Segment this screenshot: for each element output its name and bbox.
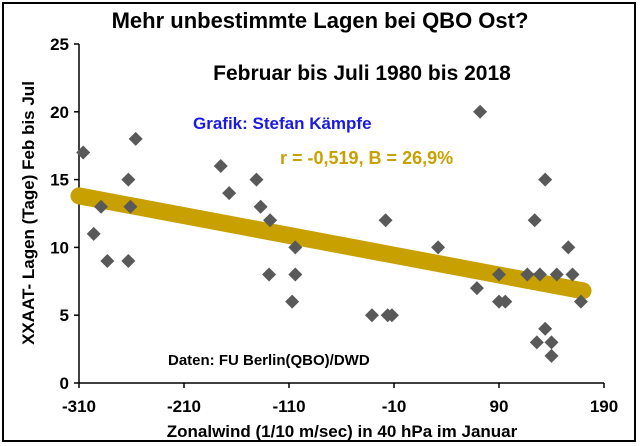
data-point	[520, 267, 535, 282]
x-tick-label: -310	[62, 397, 96, 416]
data-point	[544, 348, 559, 363]
data-point	[549, 267, 564, 282]
data-point	[262, 267, 277, 282]
data-point	[288, 267, 303, 282]
data-point	[529, 335, 544, 350]
data-point	[76, 145, 91, 160]
x-axis-label: Zonalwind (1/10 m/sec) in 40 hPa im Janu…	[167, 422, 518, 441]
data-point	[378, 213, 393, 228]
data-point	[123, 199, 138, 214]
y-tick-label: 20	[50, 103, 69, 122]
x-tick-label: -210	[167, 397, 201, 416]
data-point	[473, 104, 488, 119]
axes	[74, 43, 605, 388]
data-point	[86, 226, 101, 241]
data-point	[431, 240, 446, 255]
credit-label: Grafik: Stefan Kämpfe	[193, 114, 372, 133]
data-point	[100, 253, 115, 268]
data-point	[527, 213, 542, 228]
y-tick-label: 0	[60, 374, 69, 393]
x-tick-label: -110	[272, 397, 305, 416]
data-point	[538, 321, 553, 336]
data-point	[364, 308, 379, 323]
data-point	[573, 294, 588, 309]
chart-subtitle: Februar bis Juli 1980 bis 2018	[213, 62, 511, 85]
x-tick-label: -10	[382, 397, 407, 416]
data-points	[76, 104, 588, 363]
data-point	[492, 267, 506, 282]
data-point	[121, 253, 136, 268]
data-point	[213, 159, 228, 174]
x-tick-label: 190	[590, 397, 618, 416]
y-axis-label: XXAAT- Lagen (Tage) Feb bis Jul	[19, 81, 38, 345]
data-point	[94, 199, 109, 214]
trendline	[70, 187, 592, 300]
data-point	[532, 267, 547, 282]
chart-title: Mehr unbestimmte Lagen bei QBO Ost?	[112, 8, 529, 33]
trendline-group	[70, 187, 592, 300]
stats-annotation: r = -0,519, B = 26,9%	[280, 148, 453, 168]
y-tick-label: 25	[50, 35, 69, 54]
source-annotation: Daten: FU Berlin(QBO)/DWD	[168, 352, 370, 369]
data-point	[538, 172, 553, 187]
data-point	[249, 172, 264, 187]
data-point	[263, 213, 278, 228]
data-point	[285, 294, 300, 309]
x-tick-label: 90	[490, 397, 509, 416]
data-point	[128, 131, 143, 146]
data-point	[121, 172, 136, 187]
data-point	[565, 267, 580, 282]
data-point	[253, 199, 268, 214]
tick-labels: 0 5 10 15 20 25 -310 -210 -110 -10 90 190	[50, 35, 618, 416]
y-tick-label: 10	[50, 238, 69, 257]
data-point	[561, 240, 576, 255]
data-point	[222, 186, 237, 201]
y-tick-label: 15	[50, 171, 69, 190]
data-point	[469, 281, 484, 296]
data-point	[498, 294, 513, 309]
data-point	[384, 308, 399, 323]
data-point	[288, 240, 303, 255]
data-point	[544, 335, 559, 350]
y-tick-label: 5	[60, 306, 69, 325]
